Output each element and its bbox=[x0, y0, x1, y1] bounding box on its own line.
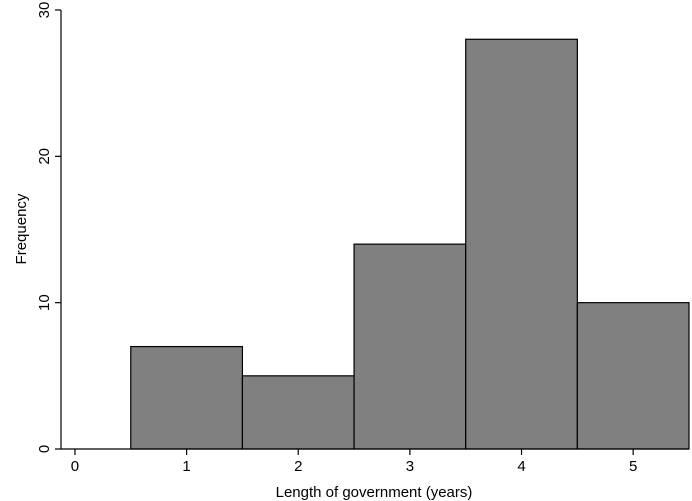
y-tick-label-20: 20 bbox=[36, 148, 53, 165]
bars bbox=[130, 38, 690, 450]
x-tick-label-3: 3 bbox=[406, 458, 414, 475]
y-axis: 0 10 20 30 bbox=[36, 2, 62, 453]
x-tick-label-4: 4 bbox=[517, 458, 525, 475]
bar-2 bbox=[241, 375, 355, 450]
y-tick-label-30: 30 bbox=[36, 2, 53, 19]
y-tick-label-10: 10 bbox=[36, 294, 53, 311]
x-tick-label-0: 0 bbox=[71, 458, 79, 475]
bar-5 bbox=[576, 302, 690, 450]
bar-3 bbox=[353, 243, 467, 450]
y-tick-label-0: 0 bbox=[36, 445, 53, 453]
bar-4 bbox=[465, 38, 578, 450]
x-axis: 0 1 2 3 4 5 bbox=[61, 448, 689, 475]
x-tick-label-2: 2 bbox=[294, 458, 302, 475]
bar-1 bbox=[130, 345, 244, 450]
x-axis-label: Length of government (years) bbox=[276, 484, 473, 501]
y-axis-label: Frequency bbox=[13, 193, 30, 264]
x-tick-label-5: 5 bbox=[629, 458, 637, 475]
x-tick-label-1: 1 bbox=[182, 458, 190, 475]
